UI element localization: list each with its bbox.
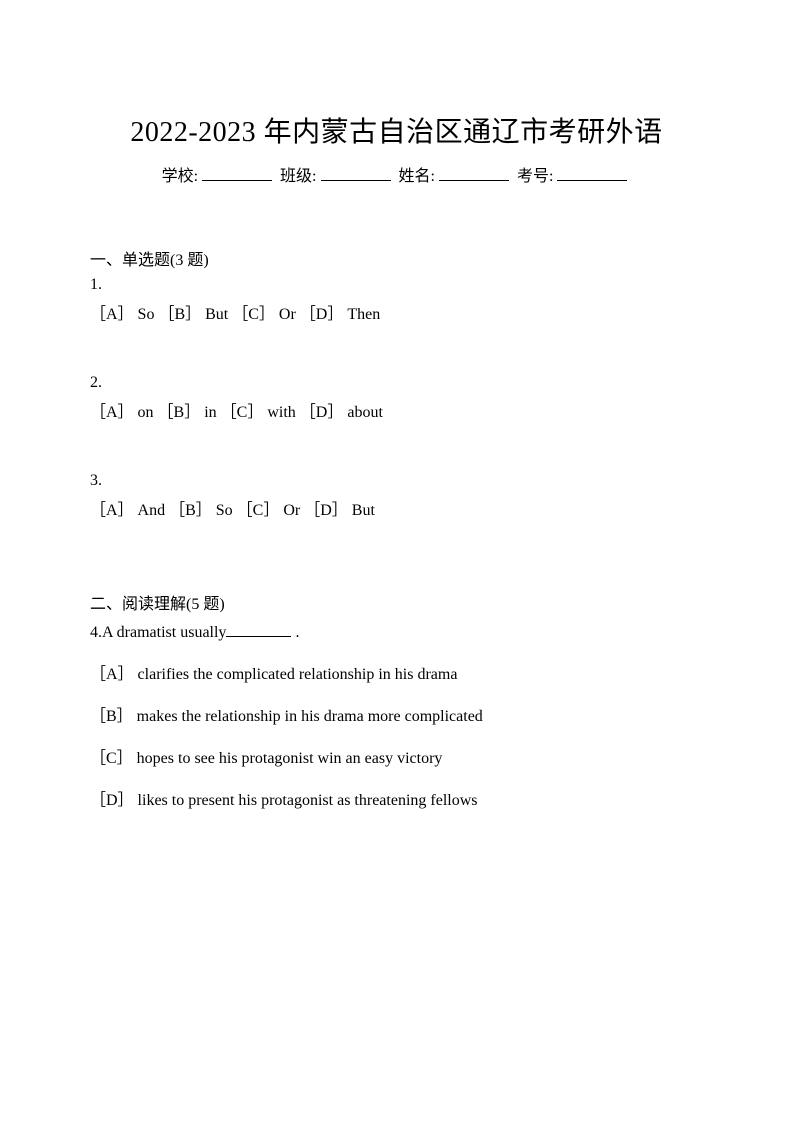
- exam-page: 2022-2023 年内蒙古自治区通辽市考研外语 学校: 班级: 姓名: 考号:…: [0, 0, 793, 1122]
- question-4-option-a: ［A］ clarifies the complicated relationsh…: [90, 660, 703, 684]
- section-1-heading: 一、单选题(3 题): [90, 246, 703, 270]
- question-4-stem: 4.A dramatist usually .: [90, 620, 703, 642]
- question-1-options: ［A］ So ［B］ But ［C］ Or ［D］ Then: [90, 300, 703, 324]
- question-2-options: ［A］ on ［B］ in ［C］ with ［D］ about: [90, 398, 703, 422]
- question-3-options: ［A］ And ［B］ So ［C］ Or ［D］ But: [90, 496, 703, 520]
- question-4-blank[interactable]: [226, 620, 291, 637]
- question-1-number: 1.: [90, 276, 703, 294]
- student-info-line: 学校: 班级: 姓名: 考号:: [90, 162, 703, 186]
- question-4-option-b: ［B］ makes the relationship in his drama …: [90, 702, 703, 726]
- blank-class[interactable]: [321, 164, 391, 181]
- question-4-stem-suffix: .: [291, 624, 299, 641]
- exam-title: 2022-2023 年内蒙古自治区通辽市考研外语: [90, 110, 703, 150]
- section-2-heading: 二、阅读理解(5 题): [90, 590, 703, 614]
- question-4: 4.A dramatist usually . ［A］ clarifies th…: [90, 620, 703, 810]
- blank-exam-no[interactable]: [557, 164, 627, 181]
- question-2: 2. ［A］ on ［B］ in ［C］ with ［D］ about: [90, 374, 703, 422]
- blank-name[interactable]: [439, 164, 509, 181]
- question-2-number: 2.: [90, 374, 703, 392]
- question-3: 3. ［A］ And ［B］ So ［C］ Or ［D］ But: [90, 472, 703, 520]
- label-class: 班级:: [280, 168, 316, 185]
- question-4-stem-prefix: 4.A dramatist usually: [90, 624, 226, 641]
- blank-school[interactable]: [202, 164, 272, 181]
- label-exam-no: 考号:: [517, 168, 553, 185]
- question-1: 1. ［A］ So ［B］ But ［C］ Or ［D］ Then: [90, 276, 703, 324]
- label-name: 姓名:: [399, 168, 435, 185]
- question-4-option-c: ［C］ hopes to see his protagonist win an …: [90, 744, 703, 768]
- question-4-option-d: ［D］ likes to present his protagonist as …: [90, 786, 703, 810]
- question-3-number: 3.: [90, 472, 703, 490]
- label-school: 学校:: [162, 168, 198, 185]
